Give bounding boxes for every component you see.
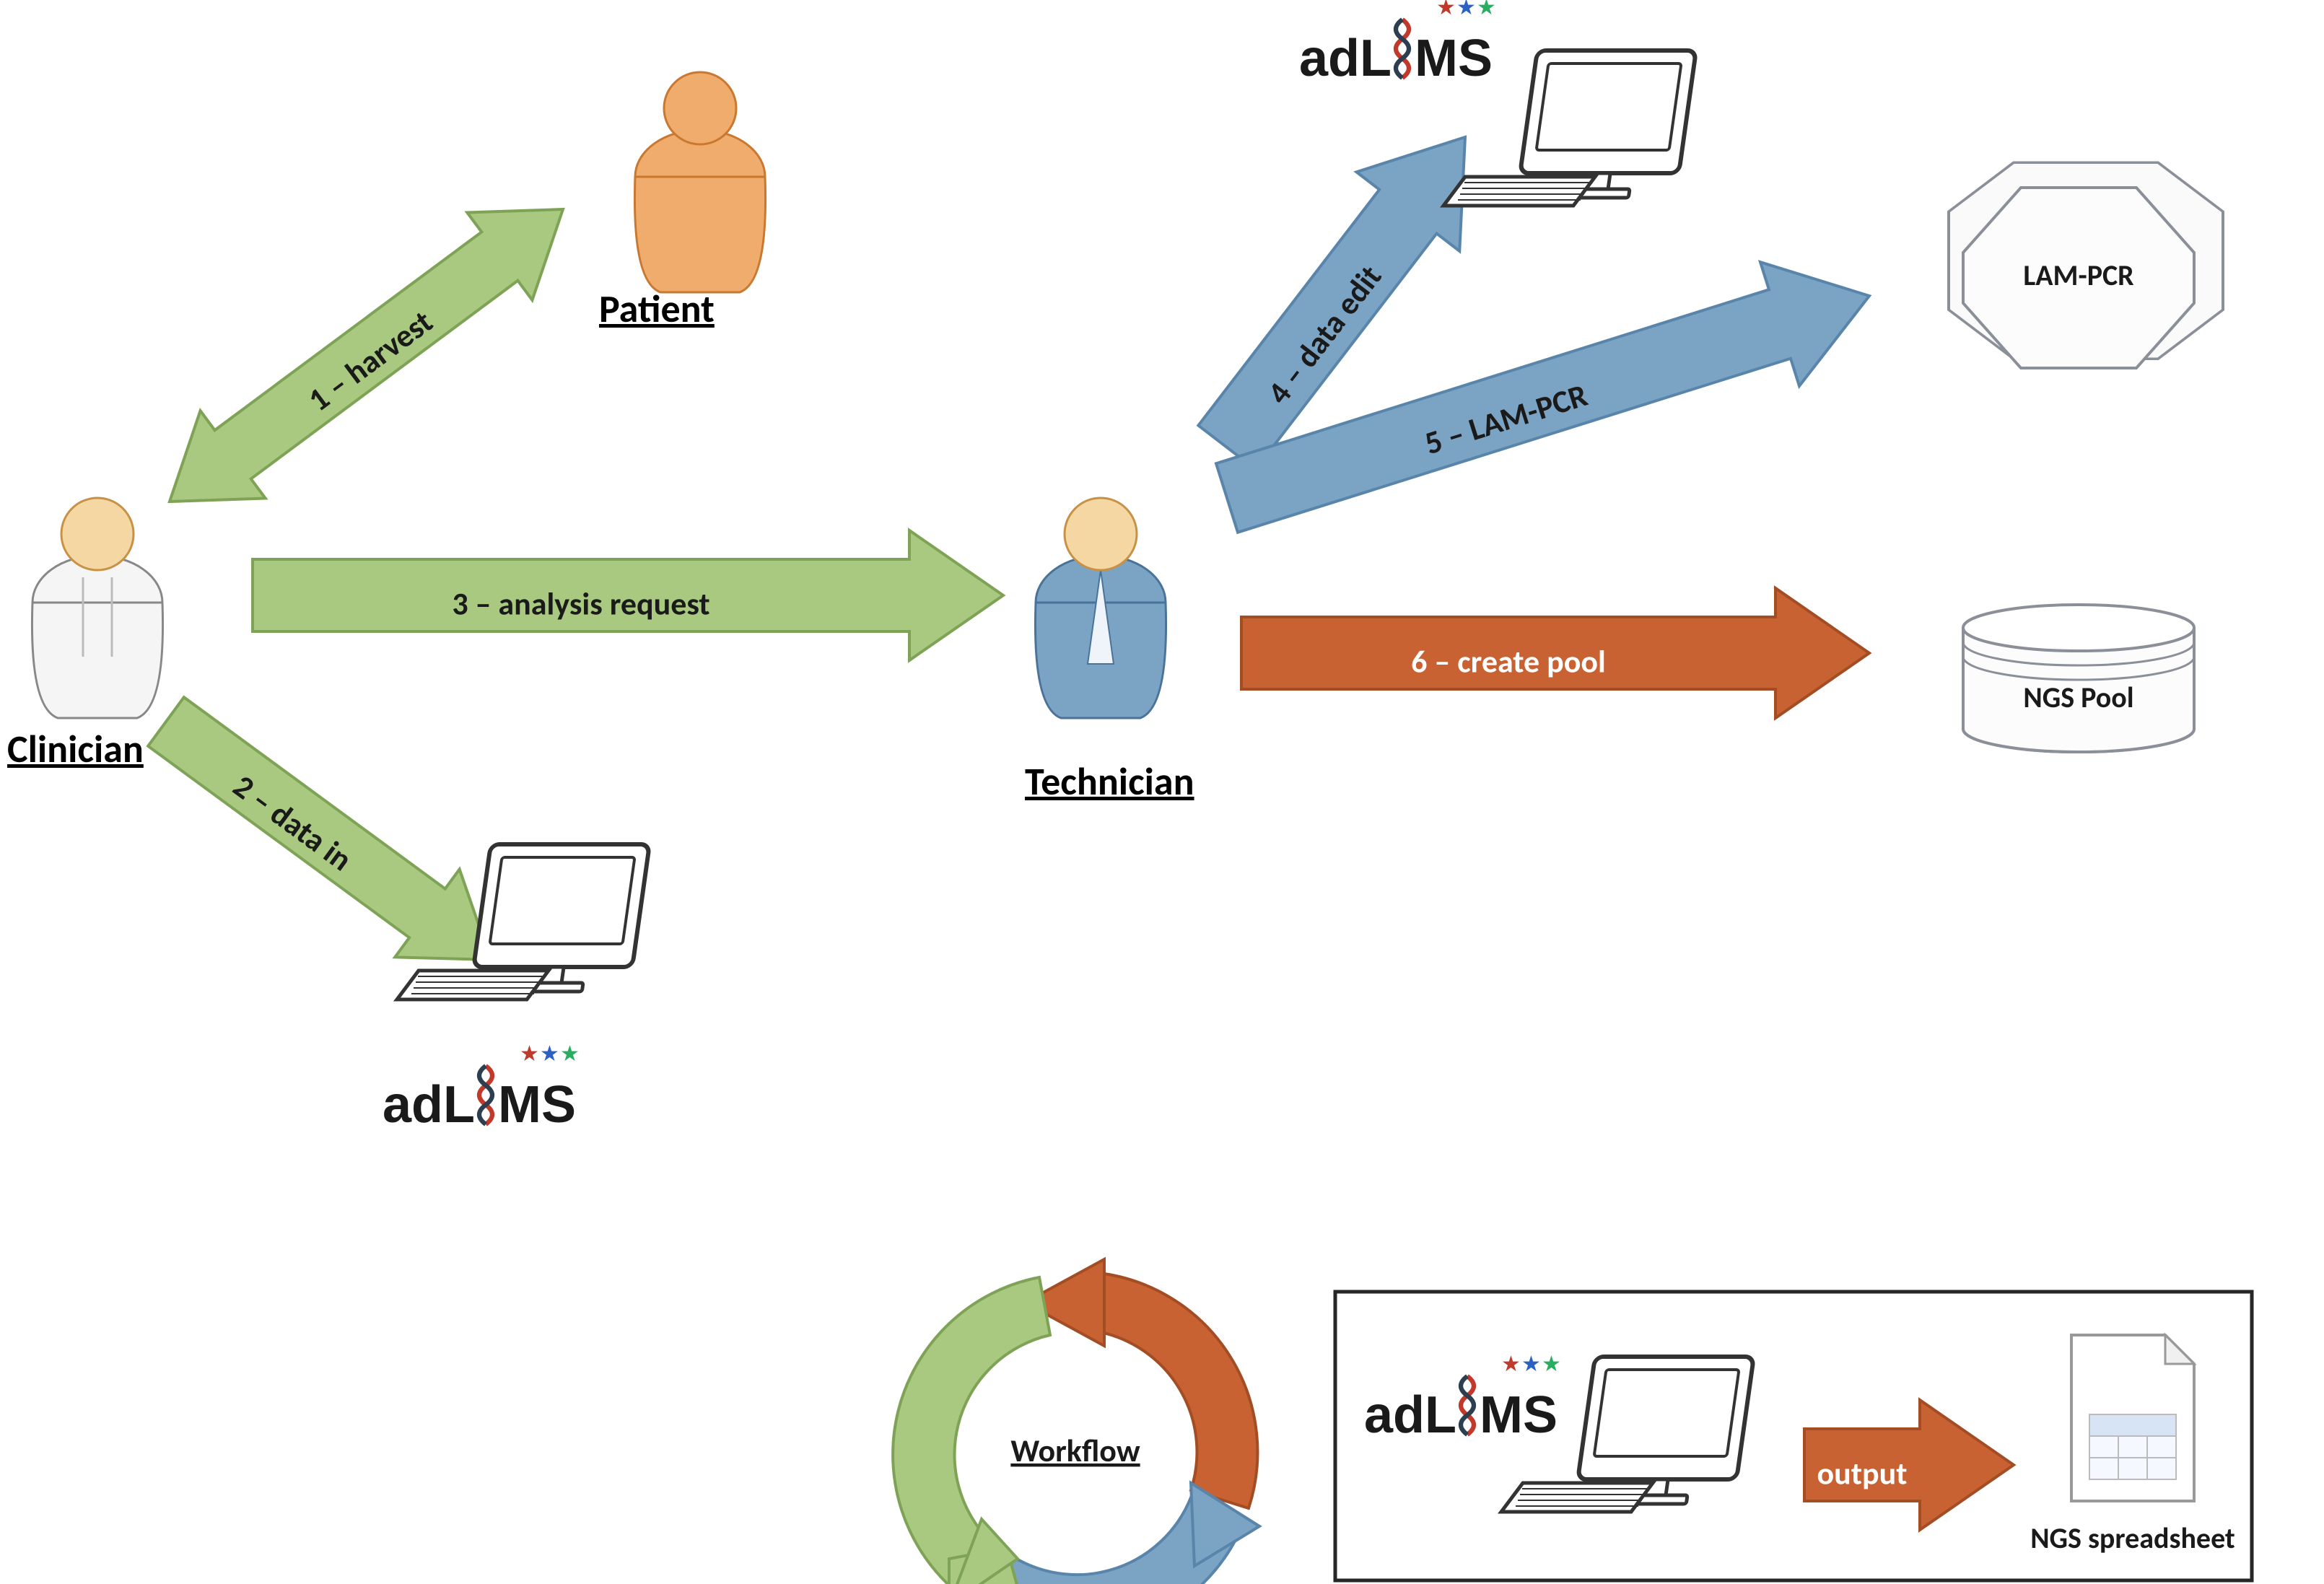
spreadsheet-icon — [2071, 1335, 2194, 1501]
adlims-logo-lower: adL MS ★ ★ ★ — [383, 1041, 580, 1134]
svg-text:adL: adL — [383, 1076, 475, 1134]
svg-text:★: ★ — [1456, 0, 1476, 21]
svg-text:adL: adL — [1364, 1386, 1456, 1444]
arrow-label-create-pool: 6 – create pool — [1411, 642, 1606, 681]
svg-text:★: ★ — [1501, 1351, 1521, 1378]
arrow-data-in: 2 – data in — [134, 678, 523, 1004]
arrow-output: output — [1804, 1400, 2014, 1530]
patient-icon — [634, 72, 765, 292]
svg-text:★: ★ — [1542, 1351, 1561, 1378]
svg-text:★: ★ — [1521, 1351, 1541, 1378]
arrow-label-output: output — [1817, 1454, 1908, 1493]
cylinder-label: NGS Pool — [2023, 680, 2133, 715]
technician-label: Technician — [1025, 758, 1194, 805]
svg-text:★: ★ — [540, 1041, 559, 1067]
clinician-icon — [32, 498, 162, 718]
svg-text:★: ★ — [520, 1041, 539, 1067]
svg-text:adL: adL — [1299, 30, 1392, 87]
ngs-pool-cylinder — [1963, 605, 2194, 752]
svg-text:★: ★ — [1436, 0, 1456, 21]
spreadsheet-label: NGS spreadsheet — [2030, 1520, 2235, 1556]
svg-text:★: ★ — [560, 1041, 580, 1067]
svg-text:MS: MS — [498, 1076, 576, 1134]
svg-text:MS: MS — [1480, 1386, 1558, 1444]
patient-label: Patient — [599, 285, 715, 333]
adlims-logo-top: adL MS ★ ★ ★ — [1299, 0, 1496, 87]
arrow-analysis-request: 3 – analysis request — [253, 530, 1003, 660]
workflow-cycle — [893, 1259, 1259, 1584]
svg-text:MS: MS — [1415, 30, 1493, 87]
technician-icon — [1035, 498, 1166, 718]
arrow-harvest: 1 – harvest — [137, 165, 595, 545]
svg-text:★: ★ — [1477, 0, 1496, 21]
arrow-create-pool: 6 – create pool — [1241, 588, 1869, 718]
arrow-label-analysis-request: 3 – analysis request — [452, 585, 709, 623]
clinician-label: Clinician — [7, 725, 144, 773]
workflow-label: Workflow — [1010, 1431, 1140, 1470]
hexagon-label: LAM-PCR — [2023, 258, 2134, 293]
adlims-logo-output: adL MS ★ ★ ★ — [1364, 1351, 1561, 1444]
